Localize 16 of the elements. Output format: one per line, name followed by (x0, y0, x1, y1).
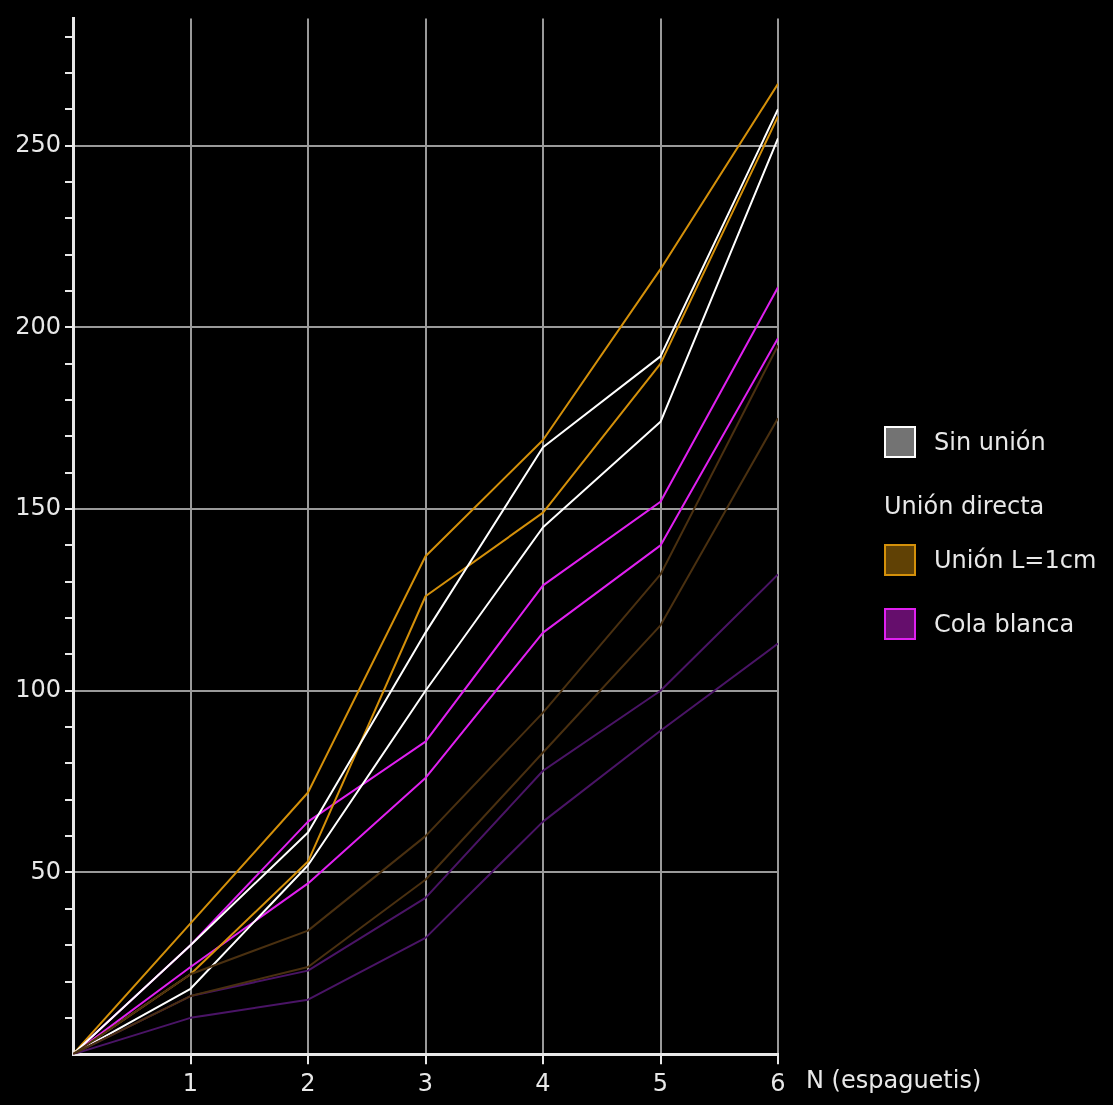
text: Unión directa (884, 491, 1046, 522)
y-tick-label: 100 (15, 675, 61, 703)
x-axis-title: N (espaguetis) (806, 1066, 982, 1094)
legend-label: Unión L=1cm (934, 546, 1097, 574)
legend-label: Cola blanca (934, 610, 1075, 638)
y-tick-label: 200 (15, 311, 61, 340)
legend-label: Sin unión (934, 428, 1046, 456)
x-tick-label: 2 (300, 1068, 316, 1097)
x-tick-label: 5 (652, 1068, 669, 1097)
x-tick-label: 1 (182, 1068, 199, 1097)
x-tick-label: 4 (535, 1068, 551, 1097)
y-tick-label: 250 (15, 129, 61, 158)
y-tick-label: 50 (30, 856, 61, 885)
x-tick-label: 3 (417, 1068, 434, 1097)
y-tick-label: 150 (15, 493, 61, 522)
x-tick-label: 6 (770, 1068, 786, 1097)
